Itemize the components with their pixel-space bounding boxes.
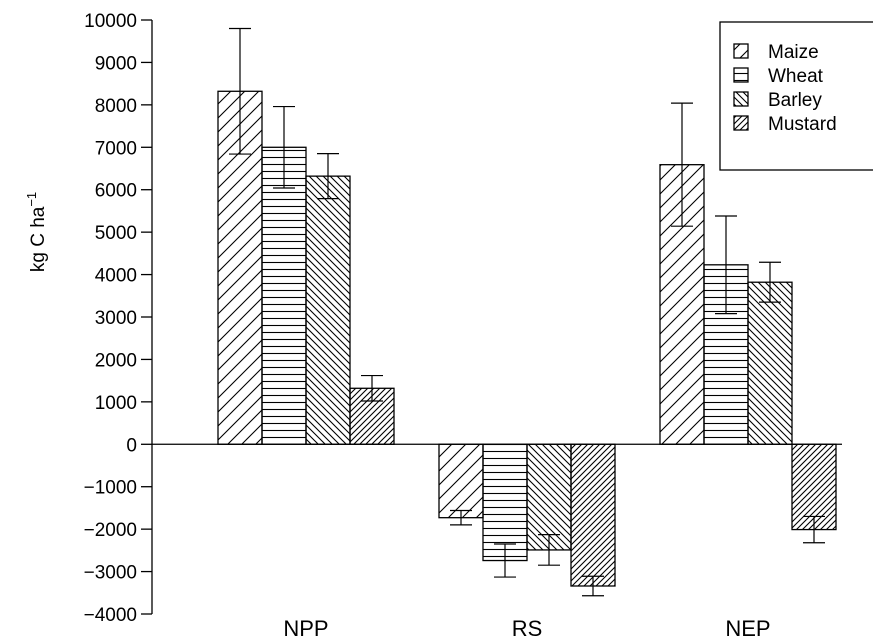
y-tick-label: 8000	[95, 96, 137, 117]
legend-swatch-wheat	[733, 67, 749, 83]
legend-label-barley: Barley	[768, 90, 822, 111]
y-tick-label: 0	[126, 435, 137, 456]
y-tick-label: 2000	[95, 350, 137, 371]
y-tick-label: −4000	[84, 605, 137, 626]
legend-label-mustard: Mustard	[768, 114, 837, 135]
bar-barley-npp	[305, 175, 351, 445]
legend: Maize Wheat Barley Mustard	[719, 21, 873, 171]
y-axis-label-text: kg C ha	[28, 206, 49, 272]
error-bar-group	[229, 27, 825, 597]
y-tick-label: 1000	[95, 393, 137, 414]
bar-barley-rs	[526, 443, 572, 551]
legend-label-wheat: Wheat	[768, 66, 824, 87]
legend-swatch-barley	[733, 91, 749, 107]
y-axis-label: kg C ha−1	[24, 192, 49, 272]
y-axis-label-superscript: −1	[24, 192, 39, 207]
bar-barley-nep	[747, 281, 793, 445]
bar-wheat-npp	[261, 146, 307, 445]
bar-maize-rs	[438, 443, 484, 519]
category-label-nep: NEP	[725, 616, 770, 641]
y-tick-label: 7000	[95, 138, 137, 159]
category-labels: NPP RS NEP	[283, 616, 770, 641]
category-label-rs: RS	[512, 616, 543, 641]
y-axis: −4000 −3000 −2000 −1000 0 1000 2000 3000 4000 500…	[84, 11, 153, 626]
y-tick-label: −3000	[84, 563, 137, 584]
bar-wheat-rs	[482, 443, 528, 562]
y-tick-label: 10000	[84, 11, 137, 32]
y-tick-label: 5000	[95, 223, 137, 244]
legend-swatch-mustard	[733, 115, 749, 131]
bar-mustard-nep	[791, 443, 837, 531]
y-tick-label: −2000	[84, 520, 137, 541]
y-tick-label: 9000	[95, 53, 137, 74]
legend-swatch-maize	[733, 43, 749, 59]
y-tick-label: 6000	[95, 181, 137, 202]
y-tick-label: 3000	[95, 308, 137, 329]
y-tick-label: −1000	[84, 478, 137, 499]
y-tick-label: 4000	[95, 266, 137, 287]
category-label-npp: NPP	[283, 616, 328, 641]
legend-label-maize: Maize	[768, 42, 819, 63]
bar-mustard-rs	[570, 443, 616, 587]
